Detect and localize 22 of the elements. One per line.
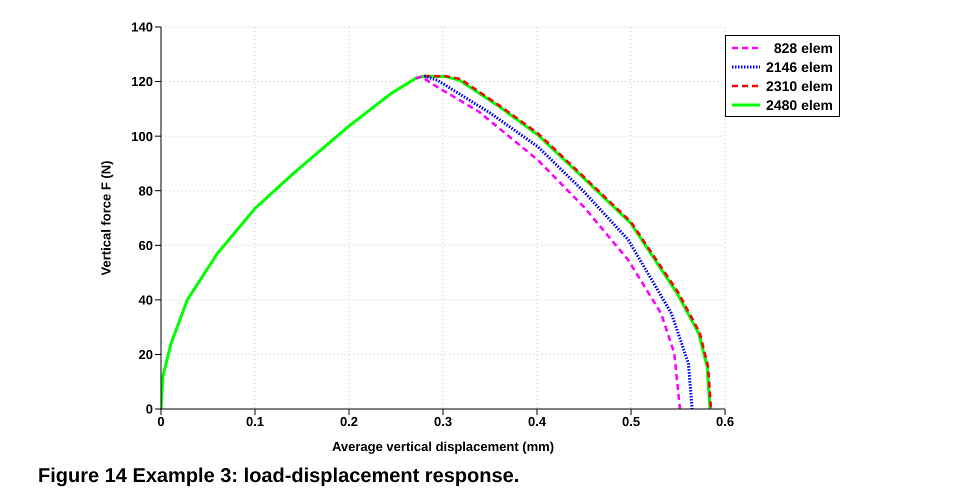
- y-tick-label: 40: [138, 292, 153, 308]
- y-tick-label: 140: [131, 20, 153, 35]
- caption: Figure 14 Example 3: load-displacement response.: [38, 465, 520, 488]
- y-tick-label: 120: [131, 74, 153, 90]
- x-tick-label: 0.2: [340, 414, 358, 430]
- y-tick-label: 100: [131, 128, 153, 144]
- y-tick-label: 80: [138, 183, 153, 198]
- legend-label: 2480 elem: [766, 96, 833, 112]
- x-axis-title: Average vertical displacement (mm): [332, 439, 554, 454]
- y-tick-label: 60: [138, 238, 153, 253]
- x-tick-label: 0: [157, 414, 165, 430]
- x-tick-label: 0.4: [528, 414, 547, 430]
- x-tick-label: 0.6: [716, 414, 734, 430]
- legend-label: 828 elem: [774, 40, 833, 56]
- x-tick-label: 0.5: [622, 414, 640, 430]
- legend-label: 2310 elem: [766, 78, 833, 94]
- x-tick-label: 0.3: [434, 414, 452, 430]
- y-axis-title: Vertical force F (N): [98, 160, 114, 276]
- legend-label: 2146 elem: [766, 58, 833, 74]
- y-tick-label: 0: [146, 402, 153, 417]
- y-tick-label: 20: [138, 347, 153, 362]
- x-tick-label: 0.1: [246, 414, 264, 430]
